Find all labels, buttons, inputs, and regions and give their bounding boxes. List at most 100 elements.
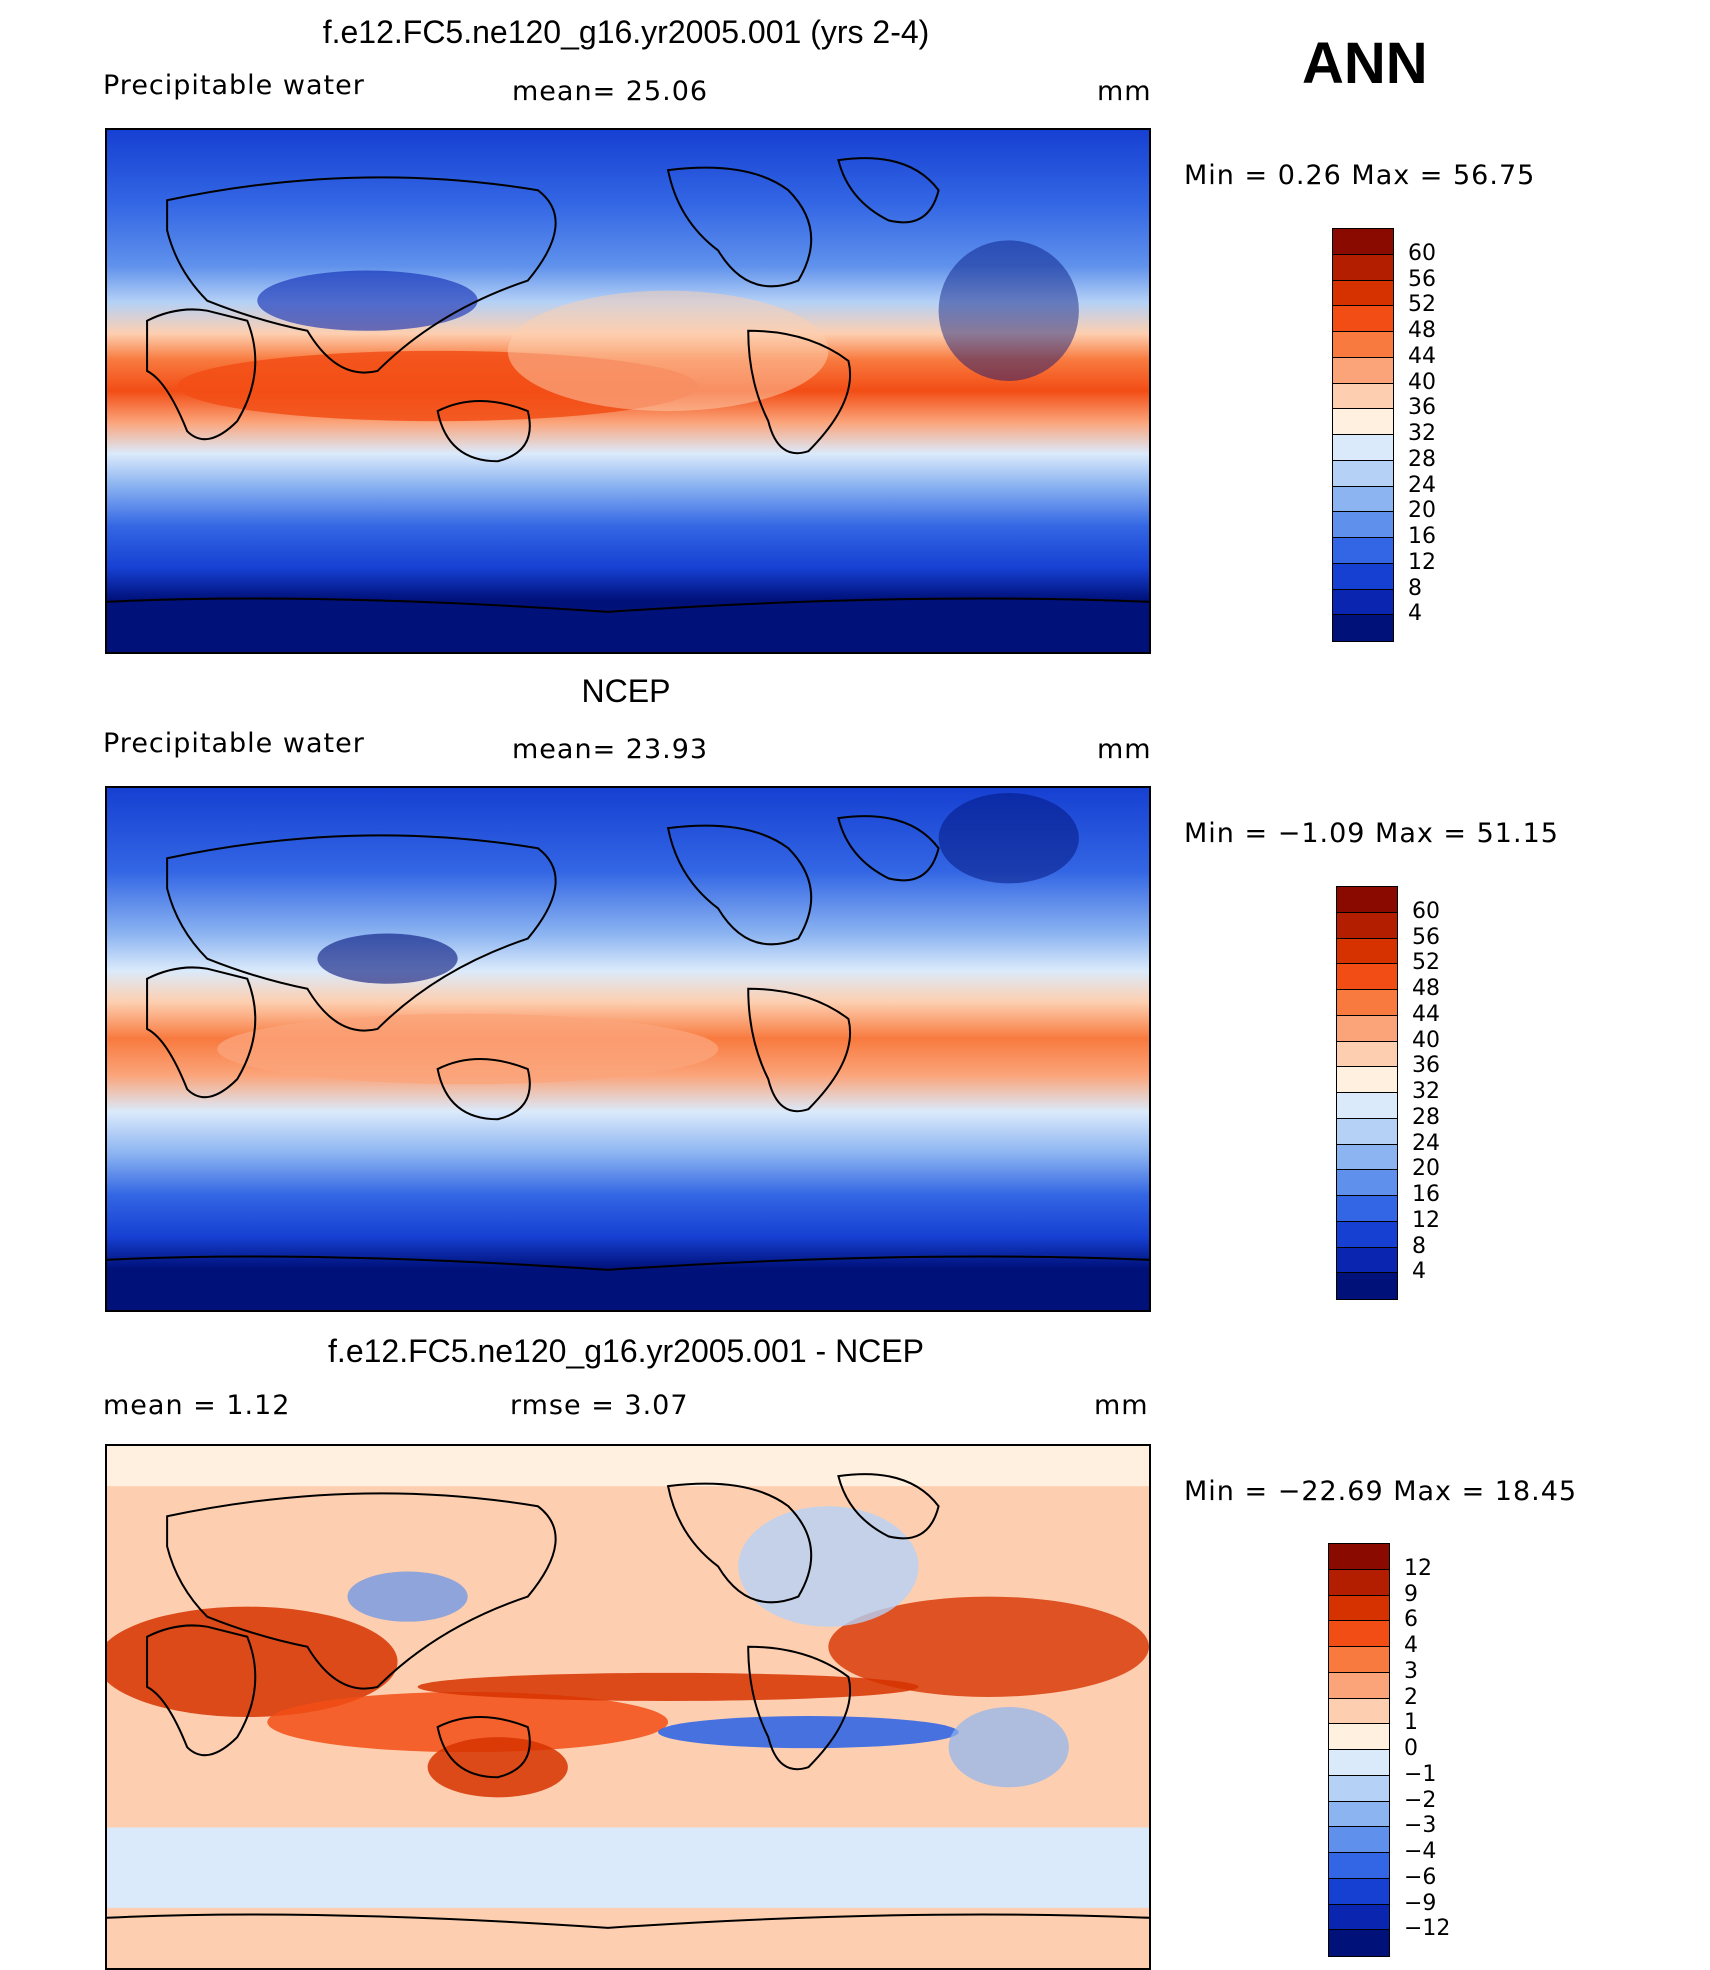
colorbar-segment xyxy=(1337,990,1397,1016)
colorbar-tick-label: 6 xyxy=(1404,1607,1418,1633)
colorbar-segment xyxy=(1329,1698,1389,1725)
colorbar-tick-label: 1 xyxy=(1404,1710,1418,1736)
colorbar-tick-label: 60 xyxy=(1408,240,1436,266)
colorbar-segment xyxy=(1337,1067,1397,1093)
colorbar-tick-label: 8 xyxy=(1412,1233,1426,1259)
colorbar-segment xyxy=(1329,1775,1389,1802)
colorbar-segment xyxy=(1329,1544,1389,1570)
colorbar-segment xyxy=(1329,1827,1389,1853)
colorbar-tick-label: 12 xyxy=(1412,1207,1440,1233)
colorbar-tick-label: 32 xyxy=(1412,1079,1440,1104)
colorbar-tick-label: 24 xyxy=(1408,472,1436,498)
colorbar-segment xyxy=(1333,615,1393,641)
colorbar-tick-label: 16 xyxy=(1408,524,1436,549)
minmax-label: Min = 0.26 Max = 56.75 xyxy=(1184,160,1536,191)
colorbar-segment xyxy=(1333,229,1393,255)
colorbar-tick-label: 40 xyxy=(1408,369,1436,395)
colorbar-segment xyxy=(1333,280,1393,307)
colorbar-tick-label: 12 xyxy=(1408,549,1436,575)
colorbar-segment xyxy=(1333,409,1393,435)
colorbar-segment xyxy=(1333,383,1393,410)
colorbar-tick-label: 28 xyxy=(1408,446,1436,472)
colorbar-segment xyxy=(1329,1621,1389,1647)
colorbar-segment xyxy=(1337,1273,1397,1299)
colorbar-segment xyxy=(1329,1904,1389,1931)
colorbar-tick-label: 44 xyxy=(1408,343,1436,369)
colorbar-segment xyxy=(1337,1170,1397,1196)
colorbar-segment xyxy=(1333,332,1393,358)
colorbar-tick-label: 36 xyxy=(1408,395,1436,421)
heatmap-obs xyxy=(107,788,1149,1310)
colorbar-segment xyxy=(1329,1595,1389,1622)
colorbar-segment xyxy=(1337,887,1397,913)
colorbar-segment xyxy=(1329,1878,1389,1905)
colorbar-tick-label: 36 xyxy=(1412,1053,1440,1079)
panel-title-diff: f.e12.FC5.ne120_g16.yr2005.001 - NCEP xyxy=(328,1333,924,1369)
colorbar-segment xyxy=(1337,1093,1397,1119)
colorbar-segment xyxy=(1337,964,1397,990)
colorbar-segment xyxy=(1329,1672,1389,1699)
colorbar-segment xyxy=(1337,1015,1397,1042)
colorbar-obs xyxy=(1336,886,1398,1300)
colorbar-segment xyxy=(1337,1144,1397,1171)
colorbar-diff xyxy=(1328,1543,1390,1957)
colorbar-tick-label: 2 xyxy=(1404,1684,1418,1710)
colorbar-tick-label: −1 xyxy=(1404,1761,1437,1787)
colorbar-segment xyxy=(1333,254,1393,281)
panel-title-obs: NCEP xyxy=(581,673,671,709)
colorbar-tick-label: 8 xyxy=(1408,575,1422,601)
colorbar-segment xyxy=(1333,306,1393,332)
colorbar-tick-label: 56 xyxy=(1412,924,1440,950)
mean-label: mean= 23.93 xyxy=(512,734,709,765)
colorbar-segment xyxy=(1333,538,1393,564)
colorbar-segment xyxy=(1329,1724,1389,1750)
colorbar-tick-label: 52 xyxy=(1412,950,1440,976)
heatmap-diff xyxy=(107,1446,1149,1968)
colorbar-tick-label: 12 xyxy=(1404,1555,1432,1581)
map-panel-model xyxy=(105,128,1151,654)
colorbar-model xyxy=(1332,228,1394,642)
colorbar-tick-label: 4 xyxy=(1408,601,1422,627)
minmax-label: Min = −1.09 Max = 51.15 xyxy=(1184,818,1559,849)
variable-label: Precipitable water xyxy=(103,728,365,759)
variable-label: Precipitable water xyxy=(103,70,365,101)
colorbar-segment xyxy=(1337,1196,1397,1222)
colorbar-segment xyxy=(1337,1118,1397,1145)
colorbar-tick-label: 9 xyxy=(1404,1581,1418,1607)
mean-label: mean= 25.06 xyxy=(512,76,709,107)
season-label: ANN xyxy=(1302,31,1428,96)
colorbar-tick-label: 44 xyxy=(1412,1001,1440,1027)
colorbar-tick-label: 24 xyxy=(1412,1130,1440,1156)
colorbar-segment xyxy=(1333,486,1393,513)
colorbar-tick-label: 3 xyxy=(1404,1658,1418,1684)
heatmap-model xyxy=(107,130,1149,652)
colorbar-tick-label: −6 xyxy=(1404,1864,1437,1890)
colorbar-tick-label: 56 xyxy=(1408,266,1436,292)
colorbar-tick-label: 52 xyxy=(1408,292,1436,318)
colorbar-tick-label: 48 xyxy=(1412,976,1440,1001)
colorbar-segment xyxy=(1329,1750,1389,1776)
mean-label: mean = 1.12 xyxy=(103,1390,291,1421)
colorbar-tick-label: −2 xyxy=(1404,1787,1437,1813)
colorbar-tick-label: −3 xyxy=(1404,1813,1437,1839)
colorbar-segment xyxy=(1333,357,1393,384)
colorbar-tick-label: 48 xyxy=(1408,318,1436,343)
colorbar-segment xyxy=(1329,1930,1389,1956)
colorbar-segment xyxy=(1333,589,1393,616)
colorbar-segment xyxy=(1337,938,1397,965)
map-panel-obs xyxy=(105,786,1151,1312)
colorbar-segment xyxy=(1337,1041,1397,1068)
units-label: mm xyxy=(1097,734,1152,765)
colorbar-segment xyxy=(1329,1647,1389,1673)
colorbar-tick-label: 4 xyxy=(1412,1259,1426,1285)
colorbar-segment xyxy=(1333,460,1393,487)
colorbar-tick-label: 0 xyxy=(1404,1736,1418,1761)
colorbar-tick-label: −4 xyxy=(1404,1839,1437,1864)
colorbar-segment xyxy=(1337,1247,1397,1274)
colorbar-segment xyxy=(1329,1569,1389,1596)
colorbar-tick-label: 32 xyxy=(1408,421,1436,446)
colorbar-tick-label: 20 xyxy=(1412,1156,1440,1182)
colorbar-tick-label: −9 xyxy=(1404,1890,1437,1916)
map-panel-diff xyxy=(105,1444,1151,1970)
units-label: mm xyxy=(1094,1390,1149,1421)
